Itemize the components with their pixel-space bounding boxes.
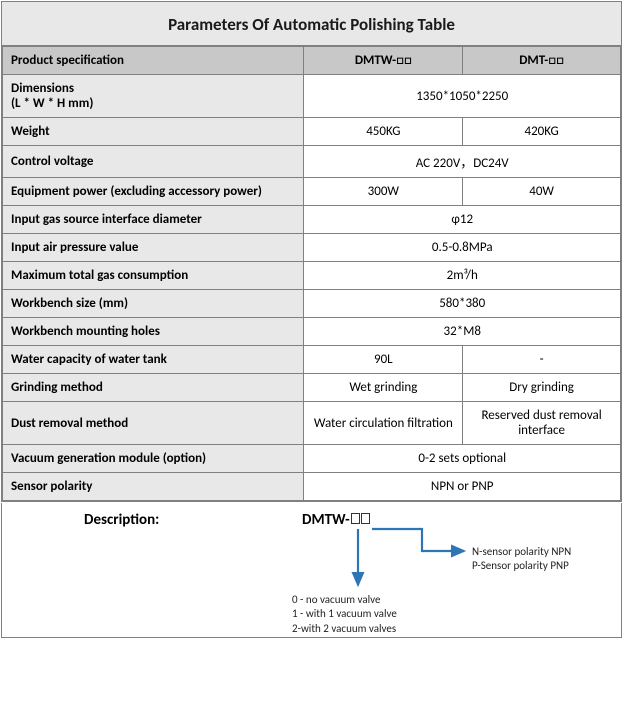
sensor-npn-line: N-sensor polarity NPN	[472, 545, 571, 559]
row-label: Maximum total gas consumption	[3, 262, 304, 290]
row-value-2: 420KG	[463, 118, 621, 146]
row-label: Equipment power (excluding accessory pow…	[3, 178, 304, 206]
row-label: Sensor polarity	[3, 473, 304, 501]
row-value-2: Reserved dust removal interface	[463, 402, 621, 445]
row-value-1: 450KG	[304, 118, 463, 146]
row-value: 580*380	[304, 290, 621, 318]
row-label: Workbench mounting holes	[3, 318, 304, 346]
table-row: Workbench size (mm)580*380	[3, 290, 621, 318]
code-prefix: DMTW-	[302, 511, 350, 529]
sensor-note: N-sensor polarity NPN P-Sensor polarity …	[472, 545, 571, 574]
valve-2-line: 2-with 2 vacuum valves	[292, 622, 397, 636]
table-row: Maximum total gas consumption2m³/h	[3, 262, 621, 290]
row-value-2: -	[463, 346, 621, 374]
table-row: Weight450KG420KG	[3, 118, 621, 146]
table-row: Control voltageAC 220V，DC24V	[3, 146, 621, 178]
table-row: Vacuum generation module (option)0-2 set…	[3, 445, 621, 473]
header-spec: Product specification	[3, 47, 304, 75]
table-row: Sensor polarityNPN or PNP	[3, 473, 621, 501]
row-label: Workbench size (mm)	[3, 290, 304, 318]
code-box-2	[361, 513, 370, 524]
row-value: 32*M8	[304, 318, 621, 346]
valve-1-line: 1 - with 1 vacuum valve	[292, 607, 397, 621]
table-row: Dust removal methodWater circulation fil…	[3, 402, 621, 445]
valve-note: 0 - no vacuum valve 1 - with 1 vacuum va…	[292, 593, 397, 636]
row-label: Input gas source interface diameter	[3, 206, 304, 234]
row-value-2: Dry grinding	[463, 374, 621, 402]
sensor-pnp-line: P-Sensor polarity PNP	[472, 559, 571, 573]
table-row: Grinding methodWet grindingDry grinding	[3, 374, 621, 402]
description-area: Description: DMTW- N-sensor polarity NPN…	[2, 503, 621, 637]
spec-table-container: Parameters Of Automatic Polishing Table …	[1, 1, 622, 502]
row-value-2: 40W	[463, 178, 621, 206]
row-value: AC 220V，DC24V	[304, 146, 621, 178]
table-row: Input air pressure value0.5-0.8MPa	[3, 234, 621, 262]
row-value: 0.5-0.8MPa	[304, 234, 621, 262]
row-value: 0-2 sets optional	[304, 445, 621, 473]
row-label: Weight	[3, 118, 304, 146]
row-value: 1350*1050*2250	[304, 75, 621, 118]
table-row: Workbench mounting holes32*M8	[3, 318, 621, 346]
code-box-1	[351, 513, 360, 524]
row-value: φ12	[304, 206, 621, 234]
row-value-1: Water circulation filtration	[304, 402, 463, 445]
description-label: Description:	[84, 511, 159, 529]
valve-0-line: 0 - no vacuum valve	[292, 593, 397, 607]
table-row: Equipment power (excluding accessory pow…	[3, 178, 621, 206]
row-label: Vacuum generation module (option)	[3, 445, 304, 473]
row-label: Water capacity of water tank	[3, 346, 304, 374]
row-value-1: Wet grinding	[304, 374, 463, 402]
row-label: Control voltage	[3, 146, 304, 178]
row-value-1: 90L	[304, 346, 463, 374]
header-col2: DMT-□□	[463, 47, 621, 75]
row-label: Input air pressure value	[3, 234, 304, 262]
parameters-table: Product specification DMTW-□□ DMT-□□ Dim…	[2, 46, 621, 501]
row-value-1: 300W	[304, 178, 463, 206]
description-code: DMTW-	[302, 511, 370, 529]
table-row: Water capacity of water tank90L-	[3, 346, 621, 374]
header-col1: DMTW-□□	[304, 47, 463, 75]
table-row: Input gas source interface diameterφ12	[3, 206, 621, 234]
table-title: Parameters Of Automatic Polishing Table	[2, 2, 621, 46]
header-row: Product specification DMTW-□□ DMT-□□	[3, 47, 621, 75]
row-value: NPN or PNP	[304, 473, 621, 501]
row-label: Grinding method	[3, 374, 304, 402]
row-value: 2m³/h	[304, 262, 621, 290]
row-label: Dimensions (L * W * H mm)	[3, 75, 304, 118]
row-label: Dust removal method	[3, 402, 304, 445]
table-row: Dimensions (L * W * H mm)1350*1050*2250	[3, 75, 621, 118]
